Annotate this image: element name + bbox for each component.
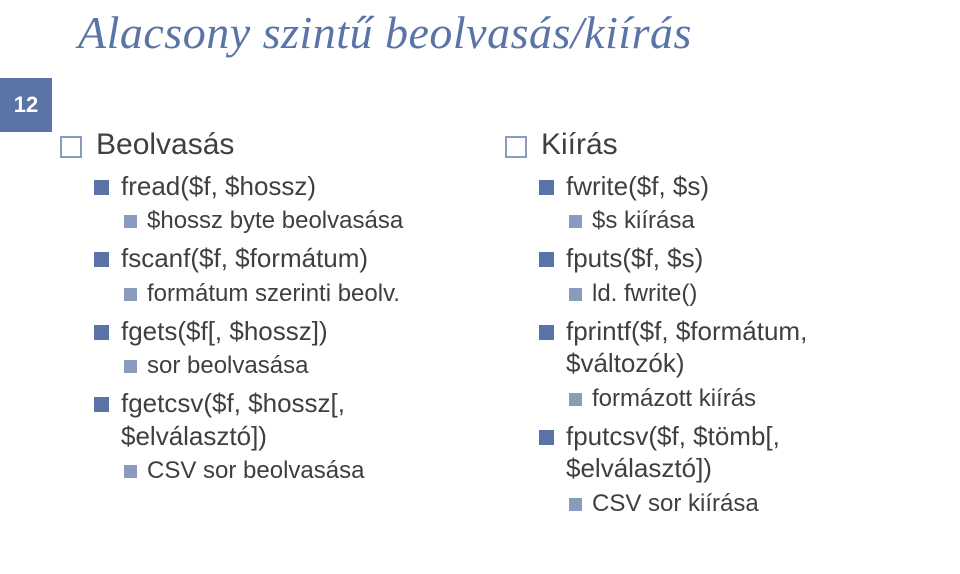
list-item: fscanf($f, $formátum) [94, 242, 485, 275]
square-solid-icon [539, 325, 554, 340]
list-item: fgets($f[, $hossz]) [94, 315, 485, 348]
subitem-text: CSV sor kiírása [592, 489, 759, 519]
left-heading: Beolvasás [60, 126, 485, 164]
right-heading: Kiírás [505, 126, 930, 164]
list-item: fputcsv($f, $tömb[, $elválasztó]) [539, 420, 930, 485]
square-small-icon [569, 498, 582, 511]
list-subitem: formázott kiírás [569, 384, 930, 414]
subitem-text: sor beolvasása [147, 351, 308, 381]
square-solid-icon [94, 397, 109, 412]
item-text: fgets($f[, $hossz]) [121, 315, 328, 348]
square-small-icon [124, 215, 137, 228]
square-small-icon [124, 465, 137, 478]
list-item: fputs($f, $s) [539, 242, 930, 275]
square-solid-icon [539, 252, 554, 267]
subitem-text: $hossz byte beolvasása [147, 206, 403, 236]
subitem-text: formázott kiírás [592, 384, 756, 414]
list-item: fwrite($f, $s) [539, 170, 930, 203]
list-item: fgetcsv($f, $hossz[, $elválasztó]) [94, 387, 485, 452]
square-small-icon [124, 360, 137, 373]
square-small-icon [124, 288, 137, 301]
subitem-text: CSV sor beolvasása [147, 456, 364, 486]
page-number: 12 [14, 92, 38, 118]
item-text: fscanf($f, $formátum) [121, 242, 368, 275]
square-solid-icon [539, 180, 554, 195]
item-text: fputs($f, $s) [566, 242, 703, 275]
square-solid-icon [539, 430, 554, 445]
square-solid-icon [94, 180, 109, 195]
square-small-icon [569, 288, 582, 301]
square-solid-icon [94, 252, 109, 267]
item-text: fputcsv($f, $tömb[, $elválasztó]) [566, 420, 930, 485]
subitem-text: ld. fwrite() [592, 279, 697, 309]
left-heading-text: Beolvasás [96, 126, 234, 164]
subitem-text: formátum szerinti beolv. [147, 279, 400, 309]
title-text: Alacsony szintű beolvasás/kiírás [78, 7, 692, 58]
list-subitem: $s kiírása [569, 206, 930, 236]
list-subitem: $hossz byte beolvasása [124, 206, 485, 236]
square-small-icon [569, 393, 582, 406]
right-heading-text: Kiírás [541, 126, 618, 164]
right-column: Kiírás fwrite($f, $s) $s kiírása fputs($… [495, 122, 930, 523]
list-item: fprintf($f, $formátum, $változók) [539, 315, 930, 380]
square-outline-icon [60, 136, 82, 158]
page-number-badge: 12 [0, 78, 52, 132]
item-text: fwrite($f, $s) [566, 170, 709, 203]
list-subitem: ld. fwrite() [569, 279, 930, 309]
subitem-text: $s kiírása [592, 206, 695, 236]
item-text: fprintf($f, $formátum, $változók) [566, 315, 930, 380]
square-solid-icon [94, 325, 109, 340]
slide-title: Alacsony szintű beolvasás/kiírás [78, 6, 692, 59]
square-small-icon [569, 215, 582, 228]
list-subitem: sor beolvasása [124, 351, 485, 381]
list-subitem: CSV sor kiírása [569, 489, 930, 519]
list-subitem: formátum szerinti beolv. [124, 279, 485, 309]
item-text: fgetcsv($f, $hossz[, $elválasztó]) [121, 387, 485, 452]
square-outline-icon [505, 136, 527, 158]
item-text: fread($f, $hossz) [121, 170, 316, 203]
left-column: Beolvasás fread($f, $hossz) $hossz byte … [60, 122, 495, 523]
list-subitem: CSV sor beolvasása [124, 456, 485, 486]
content-columns: Beolvasás fread($f, $hossz) $hossz byte … [60, 122, 930, 523]
list-item: fread($f, $hossz) [94, 170, 485, 203]
slide: Alacsony szintű beolvasás/kiírás 12 Beol… [0, 0, 960, 574]
